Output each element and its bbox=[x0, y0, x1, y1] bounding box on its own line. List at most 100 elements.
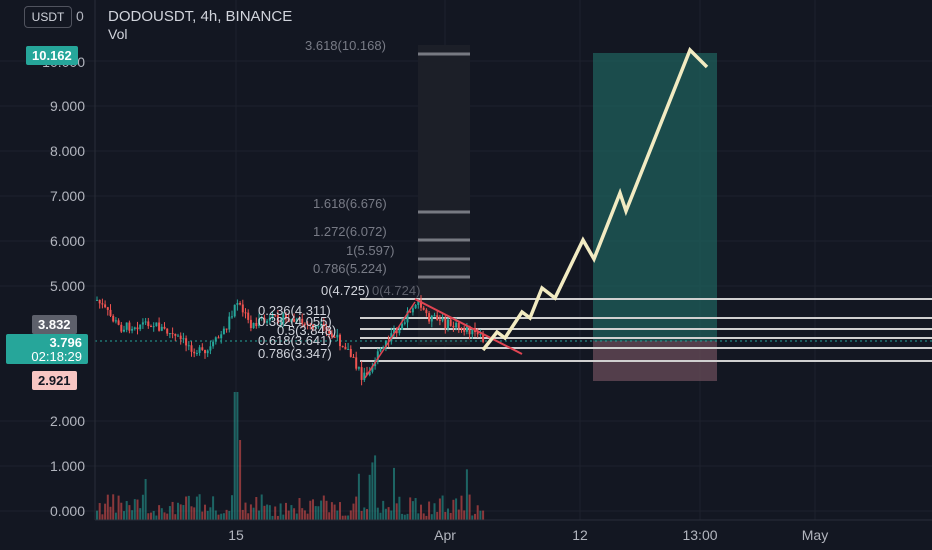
candle-body bbox=[163, 326, 166, 329]
volume-bar bbox=[214, 510, 217, 520]
last-price-badge: 3.832 bbox=[32, 315, 77, 334]
candle-body bbox=[244, 312, 247, 314]
candle-body bbox=[406, 311, 409, 323]
candle-body bbox=[468, 325, 471, 335]
candle-body bbox=[393, 329, 395, 334]
candle-body bbox=[123, 329, 125, 332]
fib-label: 3.618(10.168) bbox=[305, 38, 386, 53]
volume-bar bbox=[366, 509, 368, 520]
candle-body bbox=[220, 334, 223, 339]
candle-body bbox=[252, 323, 255, 329]
volume-bar bbox=[123, 511, 125, 520]
volume-bar bbox=[422, 513, 425, 520]
volume-bar bbox=[139, 508, 142, 520]
volume-label: Vol bbox=[108, 26, 128, 42]
candle-body bbox=[363, 372, 366, 380]
candle-body bbox=[274, 314, 277, 316]
candle-body bbox=[355, 357, 358, 369]
candle-body bbox=[209, 346, 212, 351]
candle-body bbox=[433, 315, 436, 317]
volume-bar bbox=[314, 506, 317, 520]
volume-bar bbox=[347, 515, 350, 520]
candle-body bbox=[482, 334, 485, 342]
fib-label: 0.236(4.311) bbox=[258, 303, 331, 318]
volume-bar bbox=[187, 495, 190, 520]
volume-bar bbox=[379, 512, 382, 520]
volume-bar bbox=[247, 513, 250, 520]
volume-bar bbox=[457, 509, 460, 520]
volume-bar bbox=[471, 515, 474, 520]
fib-label: 0.786(5.224) bbox=[313, 261, 387, 276]
candle-body bbox=[447, 319, 449, 329]
volume-bar bbox=[177, 502, 179, 520]
candle-body bbox=[336, 334, 339, 338]
volume-bar bbox=[101, 514, 104, 520]
volume-bar bbox=[444, 511, 447, 520]
candle-body bbox=[258, 318, 260, 327]
volume-bar bbox=[390, 510, 393, 520]
volume-bar bbox=[125, 501, 128, 520]
candle-body bbox=[417, 300, 420, 305]
candle-body bbox=[457, 322, 460, 328]
volume-bar bbox=[163, 512, 166, 520]
candle-body bbox=[471, 328, 474, 335]
volume-bar bbox=[430, 514, 433, 520]
candle-body bbox=[206, 350, 209, 354]
volume-bar bbox=[455, 498, 458, 520]
candle-body bbox=[436, 315, 439, 320]
volume-bar bbox=[438, 498, 441, 520]
candle-body bbox=[160, 326, 163, 331]
candle-body bbox=[290, 319, 293, 322]
candle-body bbox=[104, 304, 107, 308]
volume-bar bbox=[104, 503, 107, 520]
volume-bar bbox=[252, 507, 255, 520]
candle-body bbox=[430, 315, 433, 322]
candle-body bbox=[114, 320, 117, 322]
volume-bar bbox=[155, 515, 158, 520]
price-axis[interactable]: 9.000 8.000 7.000 6.000 5.000 2.000 1.00… bbox=[0, 0, 95, 520]
candle-body bbox=[276, 315, 279, 324]
candle-body bbox=[347, 348, 350, 350]
volume-bar bbox=[282, 514, 285, 520]
candle-body bbox=[279, 323, 282, 325]
candle-body bbox=[214, 337, 217, 342]
candle-body bbox=[371, 366, 374, 372]
candle-body bbox=[98, 299, 101, 304]
candle-body bbox=[204, 349, 206, 354]
candle-body bbox=[171, 333, 174, 335]
candle-body bbox=[398, 329, 401, 334]
volume-bar bbox=[339, 502, 341, 520]
candle-body bbox=[193, 351, 196, 354]
candle-body bbox=[328, 330, 331, 334]
candle-body bbox=[422, 307, 425, 310]
fib-label: 1(5.597) bbox=[346, 243, 395, 258]
volume-bar bbox=[274, 506, 277, 520]
volume-bar bbox=[393, 467, 395, 520]
volume-bar bbox=[376, 507, 379, 520]
volume-bar bbox=[328, 512, 331, 520]
time-axis-label: May bbox=[801, 527, 829, 543]
volume-bar bbox=[220, 513, 223, 520]
candle-body bbox=[249, 319, 252, 329]
volume-bar bbox=[395, 503, 398, 520]
candle-body bbox=[125, 322, 128, 330]
volume-bar bbox=[447, 508, 449, 520]
volume-bar bbox=[204, 504, 206, 520]
volume-bar bbox=[166, 513, 169, 520]
volume-bar bbox=[465, 469, 468, 520]
candle-body bbox=[409, 311, 412, 313]
volume-bar bbox=[368, 474, 371, 520]
volume-bar bbox=[144, 479, 147, 520]
volume-bar bbox=[479, 510, 482, 520]
candle-body bbox=[479, 334, 482, 336]
candle-body bbox=[360, 367, 363, 380]
currency-button[interactable]: USDT bbox=[24, 6, 72, 28]
volume-bar bbox=[212, 496, 215, 520]
candle-body bbox=[317, 325, 320, 327]
fib-label: 0.5(3.848) bbox=[277, 323, 337, 338]
volume-bar bbox=[285, 502, 287, 520]
volume-bar bbox=[233, 392, 236, 520]
volume-bar bbox=[317, 506, 320, 520]
fib-extension-levels bbox=[418, 52, 470, 279]
